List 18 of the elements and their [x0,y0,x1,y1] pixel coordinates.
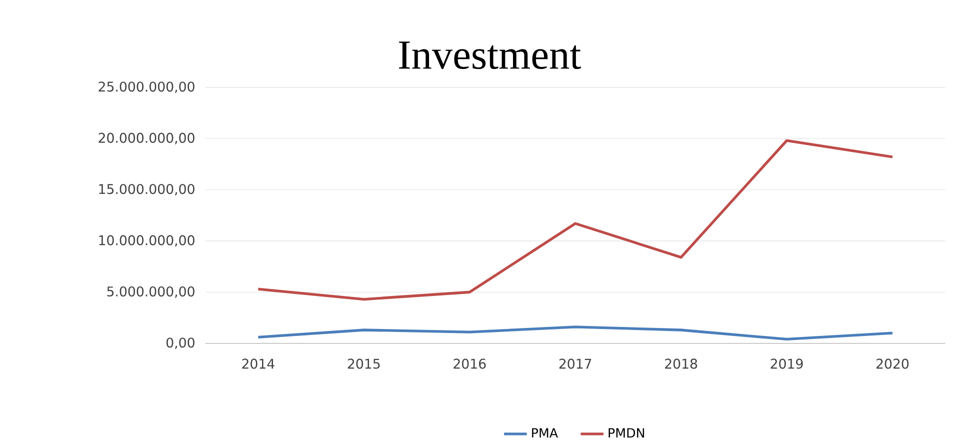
y-tick-label: 0,00 [166,338,194,350]
y-tick-label: 10.000.000,00 [99,235,194,247]
legend-label: PMDN [608,428,644,438]
x-tick-label: 2016 [454,358,486,369]
x-tick-label: 2020 [876,358,909,369]
y-tick-label: 20.000.000,00 [98,132,194,144]
chart-title: Investment [398,42,581,70]
y-tick-label: 25.000.000,00 [98,82,194,94]
y-tick-label: 5.000.000,00 [107,286,194,298]
y-tick-label: 15.000.000,00 [99,184,194,196]
legend-label: PMA [532,428,558,438]
line-series [256,139,894,301]
line-series [256,326,894,341]
x-tick-label: 2017 [559,358,592,369]
x-tick-label: 2018 [665,358,698,369]
x-tick-label: 2014 [242,358,274,369]
x-tick-label: 2019 [770,358,803,369]
x-tick-label: 2015 [348,358,380,369]
